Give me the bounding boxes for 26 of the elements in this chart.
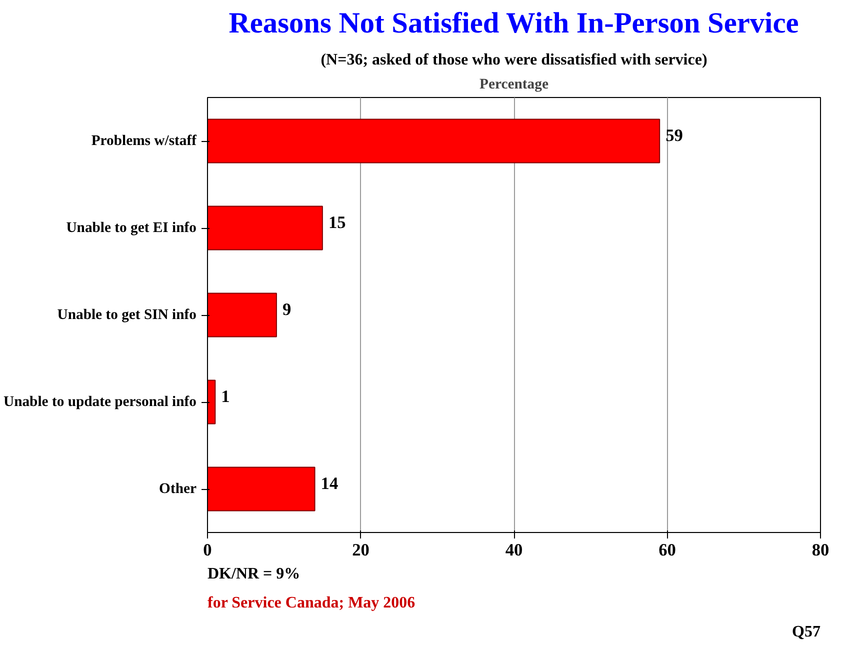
bar bbox=[208, 206, 323, 250]
data-label: 14 bbox=[320, 474, 338, 493]
bar bbox=[208, 292, 277, 338]
text: Q57 bbox=[792, 624, 821, 640]
x-tick-label: 40 bbox=[505, 540, 523, 560]
x-tick-label: 80 bbox=[812, 540, 830, 560]
x-tick-label: 20 bbox=[352, 540, 370, 560]
y-tick-label: Unable to get EI info bbox=[66, 220, 197, 236]
y-tick-label: Problems w/staff bbox=[91, 133, 198, 149]
y-tick-label: Other bbox=[159, 481, 197, 497]
x-tick-label: 0 bbox=[203, 540, 212, 560]
text: for Service Canada; May 2006 bbox=[208, 594, 416, 612]
chart-title: Reasons Not Satisfied With In-Person Service bbox=[228, 8, 799, 40]
bar bbox=[208, 466, 316, 512]
bar bbox=[208, 380, 216, 424]
data-label: 9 bbox=[282, 300, 292, 319]
data-label: 59 bbox=[666, 126, 684, 145]
text: DK/NR = 9% bbox=[208, 566, 300, 582]
bar bbox=[208, 118, 660, 164]
x-tick-label: 60 bbox=[658, 540, 676, 560]
x-axis-title: Percentage bbox=[480, 76, 549, 92]
y-tick-label: Unable to update personal info bbox=[4, 394, 197, 410]
chart-subtitle: (N=36; asked of those who were dissatisfied with service) bbox=[320, 52, 708, 68]
data-label: 15 bbox=[328, 213, 346, 232]
data-label: 1 bbox=[221, 387, 230, 406]
y-tick-label: Unable to get SIN info bbox=[57, 307, 197, 323]
